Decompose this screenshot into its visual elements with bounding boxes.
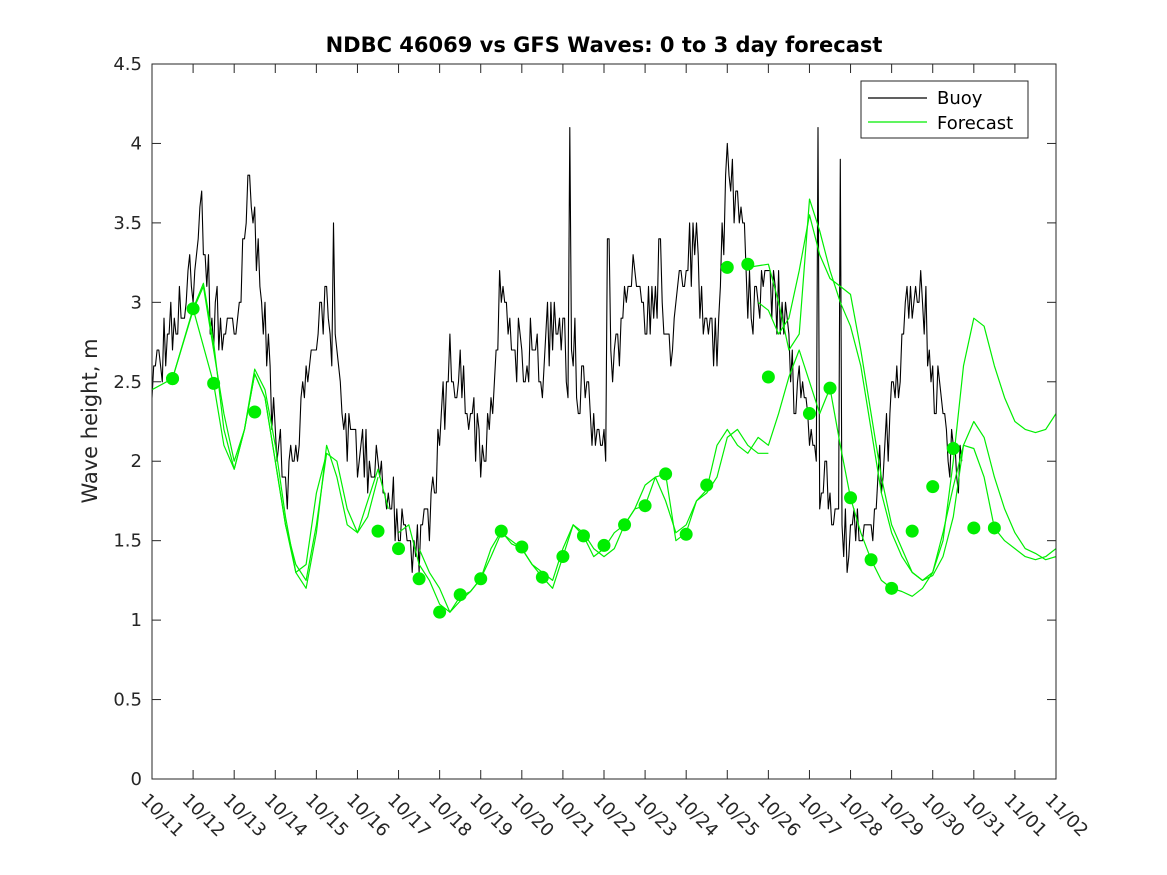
forecast-marker [494, 524, 508, 538]
forecast-marker [946, 442, 960, 456]
forecast-marker [720, 260, 734, 274]
forecast-marker [515, 540, 529, 554]
forecast-marker [433, 605, 447, 619]
forecast-marker [864, 553, 878, 567]
y-tick-label: 3 [131, 292, 142, 313]
forecast-marker [844, 491, 858, 505]
y-axis: 0 0.5 1 1.5 2 2.5 3 3.5 4 4.5 [113, 54, 1056, 790]
y-tick-label: 1 [131, 610, 142, 631]
forecast-marker [618, 518, 632, 532]
forecast-marker [576, 529, 590, 543]
y-tick-label: 0.5 [113, 690, 142, 711]
forecast-marker [700, 478, 714, 492]
legend-box [860, 80, 1029, 139]
plot-area [152, 127, 1056, 619]
forecast-marker [823, 381, 837, 395]
forecast-run-line [192, 308, 328, 574]
forecast-run-line [171, 282, 389, 589]
forecast-marker [474, 572, 488, 586]
forecast-marker [659, 467, 673, 481]
forecast-marker [186, 302, 200, 316]
y-tick-label: 4 [131, 133, 142, 154]
forecast-marker [967, 521, 981, 535]
y-tick-label: 4.5 [113, 54, 142, 75]
forecast-marker [761, 370, 775, 384]
forecast-marker [885, 581, 899, 595]
forecast-run-line [757, 214, 1056, 582]
forecast-marker [392, 542, 406, 556]
y-tick-label: 1.5 [113, 531, 142, 552]
forecast-marker [248, 405, 262, 419]
forecast-marker [371, 524, 385, 538]
forecast-marker [905, 524, 919, 538]
forecast-marker [926, 480, 940, 494]
y-tick-label: 2.5 [113, 372, 142, 393]
chart-title: NDBC 46069 vs GFS Waves: 0 to 3 day fore… [326, 33, 883, 57]
legend-buoy-label: Buoy [937, 88, 983, 109]
forecast-marker [741, 257, 755, 271]
forecast-marker [207, 376, 221, 390]
y-axis-title: Wave height, m [78, 338, 102, 503]
forecast-marker [535, 570, 549, 584]
y-tick-label: 2 [131, 451, 142, 472]
forecast-marker [802, 407, 816, 421]
forecast-marker [679, 527, 693, 541]
legend-forecast-label: Forecast [937, 113, 1013, 134]
forecast-marker [453, 588, 467, 602]
forecast-marker [412, 572, 426, 586]
buoy-series-line [152, 127, 963, 573]
legend: Buoy Forecast [860, 80, 1029, 139]
forecast-run-line [418, 349, 1056, 613]
forecast-marker [597, 538, 611, 552]
forecast-marker [166, 372, 180, 386]
forecast-marker [556, 550, 570, 564]
y-tick-label: 0 [131, 769, 142, 790]
forecast-marker [987, 521, 1001, 535]
forecast-marker [638, 499, 652, 513]
y-tick-label: 3.5 [113, 213, 142, 234]
